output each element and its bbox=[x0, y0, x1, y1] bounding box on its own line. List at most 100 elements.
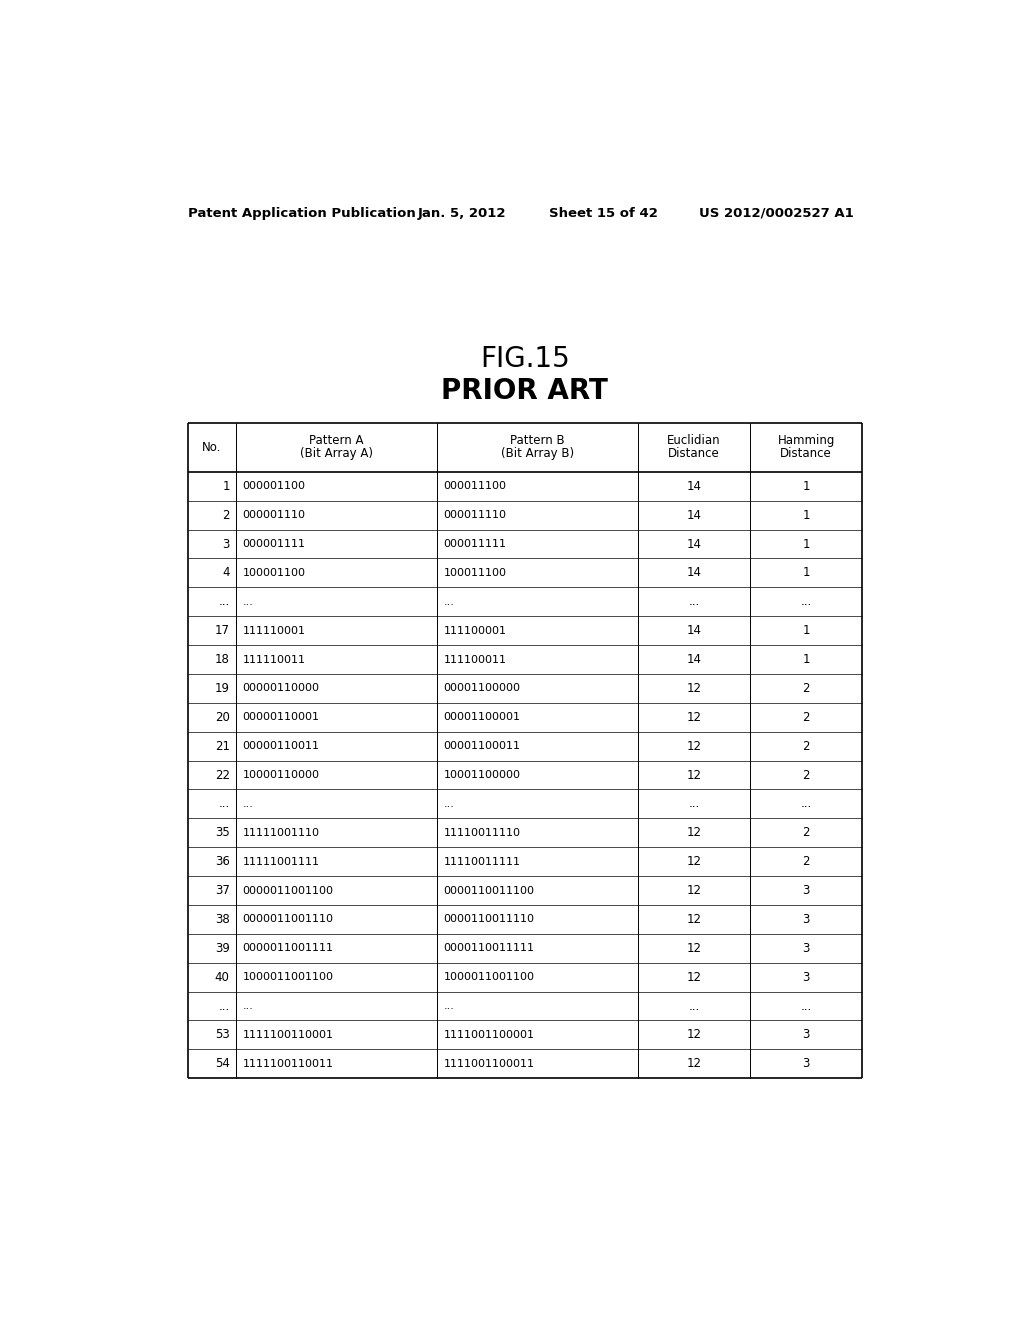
Text: 1111001100011: 1111001100011 bbox=[443, 1059, 535, 1069]
Text: 2: 2 bbox=[222, 508, 229, 521]
Text: 1000011001100: 1000011001100 bbox=[243, 972, 334, 982]
Text: ...: ... bbox=[688, 999, 699, 1012]
Text: 3: 3 bbox=[803, 913, 810, 925]
Text: 14: 14 bbox=[687, 508, 701, 521]
Text: 111110011: 111110011 bbox=[243, 655, 305, 664]
Text: 19: 19 bbox=[215, 682, 229, 694]
Text: 3: 3 bbox=[803, 1028, 810, 1041]
Text: 54: 54 bbox=[215, 1057, 229, 1071]
Text: ...: ... bbox=[218, 797, 229, 810]
Text: 12: 12 bbox=[687, 739, 701, 752]
Text: 12: 12 bbox=[687, 970, 701, 983]
Text: 2: 2 bbox=[803, 710, 810, 723]
Text: ...: ... bbox=[218, 999, 229, 1012]
Text: ...: ... bbox=[801, 999, 812, 1012]
Text: 38: 38 bbox=[215, 913, 229, 925]
Text: 12: 12 bbox=[687, 1028, 701, 1041]
Text: Jan. 5, 2012: Jan. 5, 2012 bbox=[418, 207, 506, 220]
Text: 00001100000: 00001100000 bbox=[443, 684, 520, 693]
Text: 1: 1 bbox=[803, 479, 810, 492]
Text: 1111100110011: 1111100110011 bbox=[243, 1059, 334, 1069]
Text: 0000110011100: 0000110011100 bbox=[443, 886, 535, 895]
Text: 2: 2 bbox=[803, 855, 810, 869]
Text: Patent Application Publication: Patent Application Publication bbox=[187, 207, 416, 220]
Text: 0000110011110: 0000110011110 bbox=[443, 915, 535, 924]
Text: ...: ... bbox=[443, 799, 455, 809]
Text: 53: 53 bbox=[215, 1028, 229, 1041]
Text: 3: 3 bbox=[803, 970, 810, 983]
Text: 10000110000: 10000110000 bbox=[243, 770, 319, 780]
Text: 12: 12 bbox=[687, 913, 701, 925]
Text: 100001100: 100001100 bbox=[243, 568, 305, 578]
Text: 1111001100001: 1111001100001 bbox=[443, 1030, 535, 1040]
Text: ...: ... bbox=[443, 597, 455, 607]
Text: 11110011111: 11110011111 bbox=[443, 857, 520, 867]
Text: 35: 35 bbox=[215, 826, 229, 840]
Text: 11111001111: 11111001111 bbox=[243, 857, 319, 867]
Text: 00001100011: 00001100011 bbox=[443, 741, 520, 751]
Text: 14: 14 bbox=[687, 537, 701, 550]
Text: 111100011: 111100011 bbox=[443, 655, 507, 664]
Text: US 2012/0002527 A1: US 2012/0002527 A1 bbox=[699, 207, 854, 220]
Text: ...: ... bbox=[243, 597, 253, 607]
Text: ...: ... bbox=[243, 799, 253, 809]
Text: ...: ... bbox=[801, 797, 812, 810]
Text: 00000110001: 00000110001 bbox=[243, 713, 319, 722]
Text: PRIOR ART: PRIOR ART bbox=[441, 378, 608, 405]
Text: 0000011001100: 0000011001100 bbox=[243, 886, 334, 895]
Text: 111100001: 111100001 bbox=[443, 626, 507, 636]
Text: 00000110000: 00000110000 bbox=[243, 684, 319, 693]
Text: 12: 12 bbox=[687, 710, 701, 723]
Text: 1: 1 bbox=[222, 479, 229, 492]
Text: 12: 12 bbox=[687, 768, 701, 781]
Text: 0000110011111: 0000110011111 bbox=[443, 944, 535, 953]
Text: 000011111: 000011111 bbox=[443, 539, 507, 549]
Text: 14: 14 bbox=[687, 479, 701, 492]
Text: 2: 2 bbox=[803, 682, 810, 694]
Text: ...: ... bbox=[243, 1001, 253, 1011]
Text: 12: 12 bbox=[687, 884, 701, 898]
Text: 36: 36 bbox=[215, 855, 229, 869]
Text: 12: 12 bbox=[687, 826, 701, 840]
Text: (Bit Array A): (Bit Array A) bbox=[300, 447, 373, 461]
Text: ...: ... bbox=[218, 595, 229, 609]
Text: 3: 3 bbox=[803, 1057, 810, 1071]
Text: ...: ... bbox=[443, 1001, 455, 1011]
Text: ...: ... bbox=[688, 797, 699, 810]
Text: 000001100: 000001100 bbox=[243, 482, 305, 491]
Text: 1: 1 bbox=[803, 508, 810, 521]
Text: 1000011001100: 1000011001100 bbox=[443, 972, 535, 982]
Text: 14: 14 bbox=[687, 653, 701, 667]
Text: Pattern A: Pattern A bbox=[309, 434, 364, 447]
Text: 11110011110: 11110011110 bbox=[443, 828, 520, 838]
Text: 37: 37 bbox=[215, 884, 229, 898]
Text: Distance: Distance bbox=[780, 447, 831, 461]
Text: 00001100001: 00001100001 bbox=[443, 713, 520, 722]
Text: 3: 3 bbox=[803, 884, 810, 898]
Text: 2: 2 bbox=[803, 826, 810, 840]
Text: 000001110: 000001110 bbox=[243, 510, 305, 520]
Text: 1: 1 bbox=[803, 537, 810, 550]
Text: 17: 17 bbox=[215, 624, 229, 638]
Text: 3: 3 bbox=[803, 941, 810, 954]
Text: 3: 3 bbox=[222, 537, 229, 550]
Text: 4: 4 bbox=[222, 566, 229, 579]
Text: 1: 1 bbox=[803, 653, 810, 667]
Text: 12: 12 bbox=[687, 941, 701, 954]
Text: 000001111: 000001111 bbox=[243, 539, 305, 549]
Text: Sheet 15 of 42: Sheet 15 of 42 bbox=[549, 207, 657, 220]
Text: 10001100000: 10001100000 bbox=[443, 770, 520, 780]
Text: Distance: Distance bbox=[669, 447, 720, 461]
Text: 000011110: 000011110 bbox=[443, 510, 507, 520]
Text: 18: 18 bbox=[215, 653, 229, 667]
Text: 21: 21 bbox=[215, 739, 229, 752]
Text: 11111001110: 11111001110 bbox=[243, 828, 319, 838]
Text: 40: 40 bbox=[215, 970, 229, 983]
Text: 12: 12 bbox=[687, 855, 701, 869]
Text: 39: 39 bbox=[215, 941, 229, 954]
Text: 0000011001110: 0000011001110 bbox=[243, 915, 334, 924]
Text: Pattern B: Pattern B bbox=[510, 434, 565, 447]
Text: 22: 22 bbox=[215, 768, 229, 781]
Text: Euclidian: Euclidian bbox=[668, 434, 721, 447]
Text: 1: 1 bbox=[803, 566, 810, 579]
